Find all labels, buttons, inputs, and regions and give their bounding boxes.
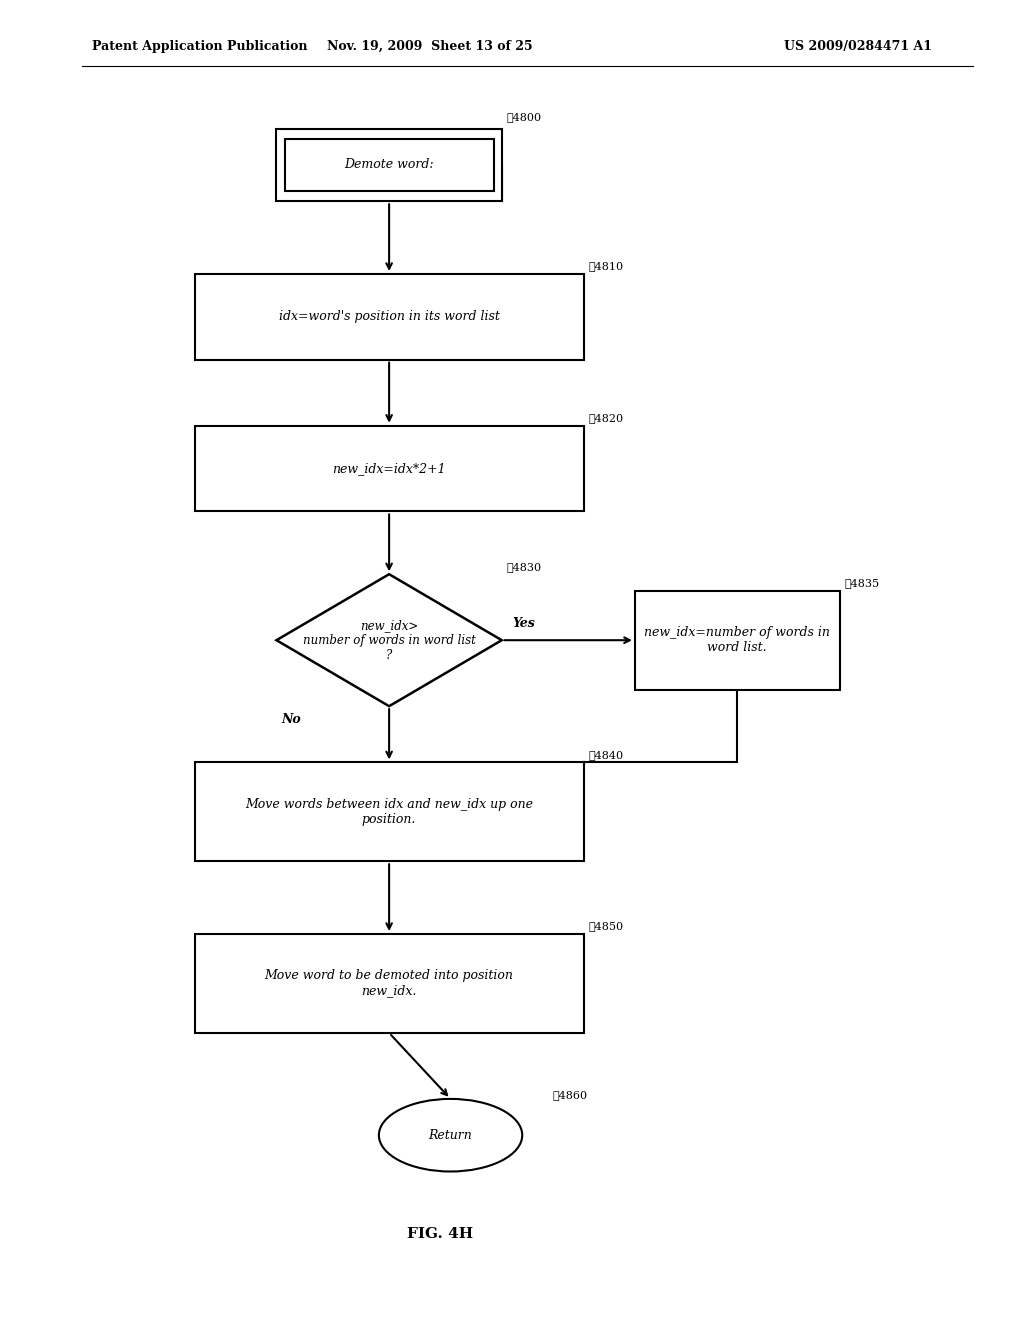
Text: Yes: Yes	[512, 616, 535, 630]
Text: Demote word:: Demote word:	[344, 158, 434, 172]
Text: US 2009/0284471 A1: US 2009/0284471 A1	[783, 40, 932, 53]
Text: ⌒4860: ⌒4860	[553, 1089, 588, 1100]
Text: Nov. 19, 2009  Sheet 13 of 25: Nov. 19, 2009 Sheet 13 of 25	[328, 40, 532, 53]
Text: ⌒4835: ⌒4835	[845, 578, 880, 589]
Text: idx=word's position in its word list: idx=word's position in its word list	[279, 310, 500, 323]
Text: new_idx=idx*2+1: new_idx=idx*2+1	[333, 462, 445, 475]
Text: Return: Return	[429, 1129, 472, 1142]
FancyBboxPatch shape	[195, 275, 584, 359]
Text: Patent Application Publication: Patent Application Publication	[92, 40, 307, 53]
Text: FIG. 4H: FIG. 4H	[408, 1228, 473, 1241]
Text: Move word to be demoted into position
new_idx.: Move word to be demoted into position ne…	[264, 969, 514, 998]
Text: Move words between idx and new_idx up one
position.: Move words between idx and new_idx up on…	[245, 797, 534, 826]
Text: ⌒4800: ⌒4800	[507, 112, 542, 123]
Text: ⌒4840: ⌒4840	[589, 750, 624, 759]
Text: ⌒4830: ⌒4830	[507, 561, 542, 572]
Text: ⌒4820: ⌒4820	[589, 413, 624, 422]
Text: new_idx=number of words in
word list.: new_idx=number of words in word list.	[644, 626, 830, 655]
FancyBboxPatch shape	[195, 935, 584, 1032]
Polygon shape	[276, 574, 502, 706]
FancyBboxPatch shape	[635, 591, 840, 689]
FancyBboxPatch shape	[195, 762, 584, 861]
Text: No: No	[282, 713, 301, 726]
Text: ⌒4810: ⌒4810	[589, 261, 624, 272]
FancyBboxPatch shape	[276, 128, 502, 201]
Text: ⌒4850: ⌒4850	[589, 921, 624, 932]
FancyBboxPatch shape	[195, 425, 584, 511]
Ellipse shape	[379, 1098, 522, 1172]
FancyBboxPatch shape	[285, 140, 494, 190]
Text: new_idx>
number of words in word list
?: new_idx> number of words in word list ?	[303, 619, 475, 661]
